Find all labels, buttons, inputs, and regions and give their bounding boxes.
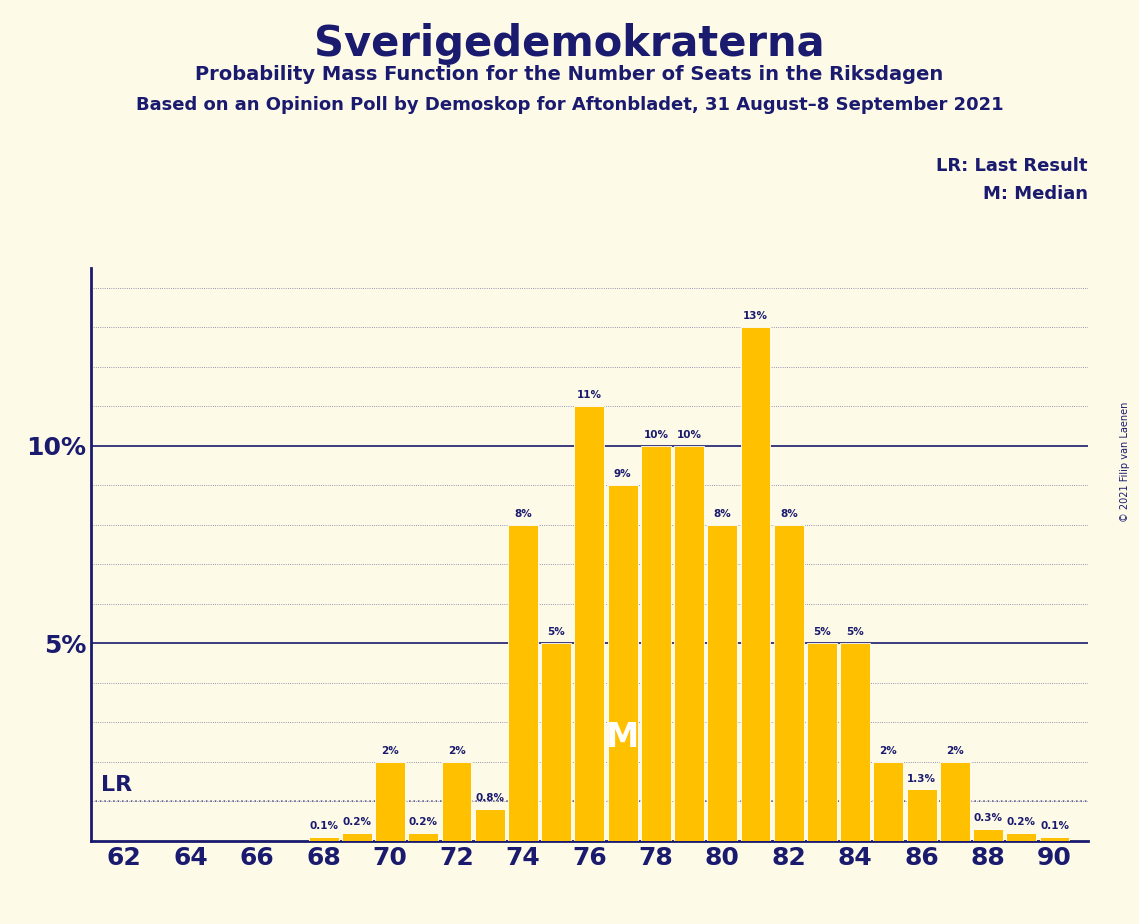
Bar (740, 327, 770, 841)
Text: 8%: 8% (780, 509, 797, 519)
Text: 0.8%: 0.8% (475, 794, 505, 803)
Text: 1.3%: 1.3% (907, 773, 936, 784)
Bar (940, 761, 969, 841)
Bar (608, 485, 638, 841)
Bar (773, 525, 804, 841)
Text: 8%: 8% (514, 509, 532, 519)
Text: 0.1%: 0.1% (1040, 821, 1070, 831)
Text: © 2021 Filip van Laenen: © 2021 Filip van Laenen (1120, 402, 1130, 522)
Text: Sverigedemokraterna: Sverigedemokraterna (314, 23, 825, 65)
Bar (574, 407, 605, 841)
Bar (841, 643, 870, 841)
Text: LR: LR (101, 775, 132, 796)
Bar (674, 445, 704, 841)
Text: 11%: 11% (577, 390, 601, 400)
Bar (475, 809, 505, 841)
Text: 0.3%: 0.3% (974, 813, 1002, 823)
Text: 2%: 2% (947, 746, 964, 756)
Text: 2%: 2% (382, 746, 399, 756)
Text: 0.2%: 0.2% (1007, 817, 1035, 827)
Bar (342, 833, 371, 841)
Bar (409, 833, 439, 841)
Text: 5%: 5% (846, 627, 865, 638)
Bar (973, 829, 1003, 841)
Bar (508, 525, 538, 841)
Text: 0.2%: 0.2% (409, 817, 437, 827)
Text: 10%: 10% (644, 430, 669, 440)
Bar (641, 445, 671, 841)
Bar (1040, 837, 1070, 841)
Text: 2%: 2% (879, 746, 898, 756)
Text: Probability Mass Function for the Number of Seats in the Riksdagen: Probability Mass Function for the Number… (196, 65, 943, 84)
Bar (874, 761, 903, 841)
Bar (375, 761, 405, 841)
Bar (907, 789, 936, 841)
Text: 0.1%: 0.1% (309, 821, 338, 831)
Text: 10%: 10% (677, 430, 702, 440)
Bar (707, 525, 737, 841)
Bar (541, 643, 571, 841)
Text: M: Median: M: Median (983, 185, 1088, 202)
Bar (808, 643, 837, 841)
Text: 13%: 13% (743, 311, 768, 322)
Text: 8%: 8% (713, 509, 731, 519)
Text: Based on an Opinion Poll by Demoskop for Aftonbladet, 31 August–8 September 2021: Based on an Opinion Poll by Demoskop for… (136, 96, 1003, 114)
Text: LR: Last Result: LR: Last Result (936, 157, 1088, 175)
Text: 5%: 5% (813, 627, 830, 638)
Text: 9%: 9% (614, 469, 631, 480)
Text: 2%: 2% (448, 746, 466, 756)
Text: M: M (606, 721, 639, 754)
Bar (309, 837, 338, 841)
Text: 0.2%: 0.2% (343, 817, 371, 827)
Bar (1007, 833, 1036, 841)
Bar (442, 761, 472, 841)
Text: 5%: 5% (548, 627, 565, 638)
